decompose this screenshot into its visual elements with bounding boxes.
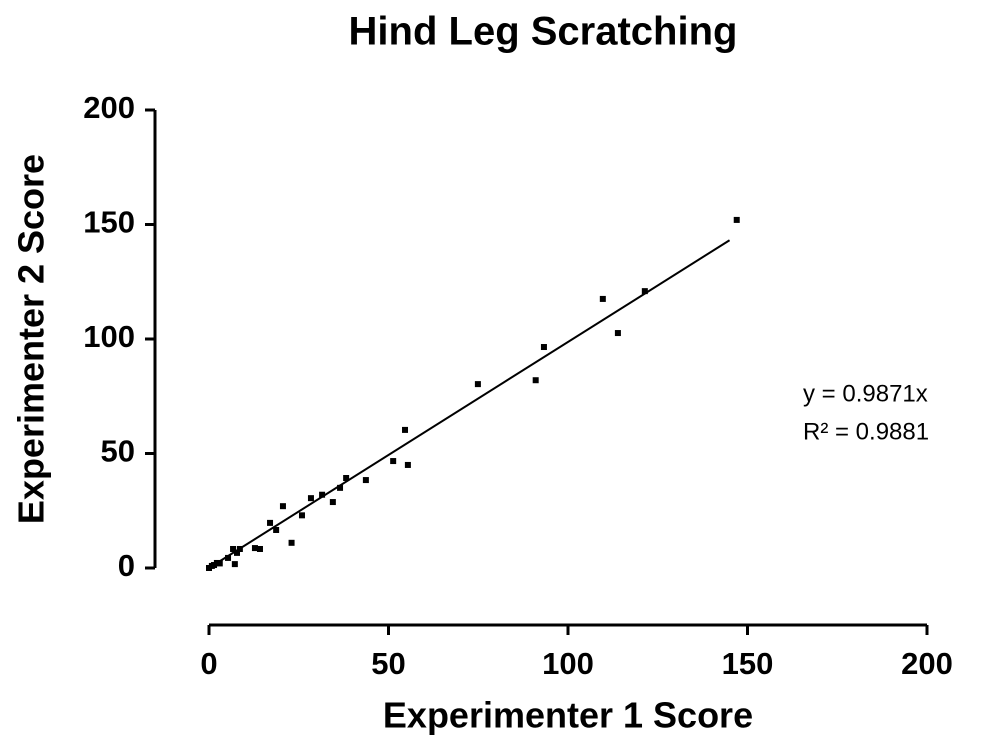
chart-title: Hind Leg Scratching	[349, 10, 738, 54]
fit-line	[208, 239, 731, 569]
point	[540, 344, 547, 351]
point	[288, 539, 295, 546]
point	[641, 288, 648, 295]
x-tick-label: 150	[722, 646, 774, 681]
point	[319, 491, 326, 498]
point	[402, 426, 409, 433]
point	[234, 549, 241, 556]
annotation: R² = 0.9881	[803, 418, 929, 445]
point	[251, 545, 258, 552]
point	[216, 560, 223, 567]
y-tick-label: 50	[101, 434, 135, 469]
x-axis-title: Experimenter 1 Score	[383, 695, 753, 736]
y-tick-label: 100	[83, 319, 135, 354]
point	[256, 545, 263, 552]
x-tick-label: 100	[542, 646, 594, 681]
x-tick-label: 0	[200, 646, 217, 681]
point	[733, 216, 740, 223]
point	[532, 377, 539, 384]
point	[236, 545, 243, 552]
y-tick-label: 150	[83, 205, 135, 240]
point	[307, 495, 314, 502]
point	[230, 545, 237, 552]
y-tick-label: 200	[83, 90, 135, 125]
point	[614, 330, 621, 337]
point	[329, 499, 336, 506]
point	[404, 461, 411, 468]
point	[337, 484, 344, 491]
point	[362, 477, 369, 484]
x-tick-label: 200	[901, 646, 953, 681]
point	[298, 512, 305, 519]
point	[273, 526, 280, 533]
point	[231, 561, 238, 568]
point	[267, 519, 274, 526]
point	[599, 295, 606, 302]
point	[474, 381, 481, 388]
y-axis-title: Experimenter 2 Score	[11, 154, 52, 524]
x-tick-label: 50	[371, 646, 405, 681]
annotation: y = 0.9871x	[803, 380, 928, 407]
point	[279, 503, 286, 510]
y-tick-label: 0	[118, 548, 135, 583]
point	[225, 554, 232, 561]
point	[343, 475, 350, 482]
point	[390, 458, 397, 465]
